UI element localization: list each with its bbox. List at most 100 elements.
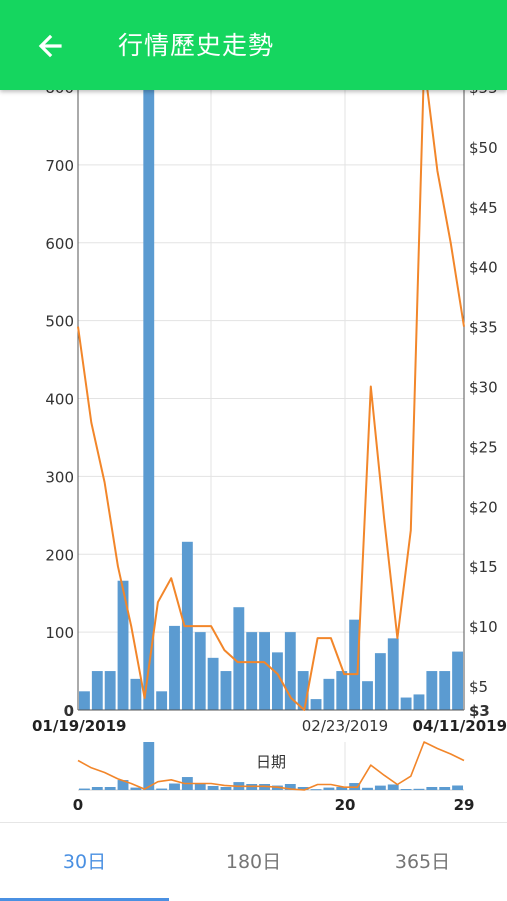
volume-bar	[91, 671, 103, 710]
right-tick-label: $20	[469, 498, 498, 516]
tab-365-days[interactable]: 365日	[394, 851, 451, 873]
volume-bar	[259, 632, 270, 710]
overview-bar	[104, 787, 116, 790]
overview-bar	[400, 789, 412, 791]
volume-bar	[220, 671, 232, 710]
volume-bar	[452, 651, 463, 710]
left-tick-label: 300	[45, 468, 74, 486]
left-tick-label: 200	[45, 546, 74, 564]
volume-bar	[207, 657, 219, 710]
volume-bar	[349, 619, 361, 710]
left-axis-ticks: 0100200300400500600700800	[45, 79, 74, 720]
overview-bar	[143, 742, 155, 790]
volume-bar	[194, 632, 206, 710]
x-label-start: 01/19/2019	[32, 717, 126, 735]
volume-bar	[284, 632, 296, 710]
overview-bar	[91, 787, 103, 790]
back-button[interactable]	[30, 26, 70, 66]
left-tick-label: 100	[45, 624, 74, 642]
overview-bar	[194, 784, 206, 790]
overview-line	[77, 741, 465, 791]
volume-bar	[169, 625, 180, 710]
right-tick-label: $5	[469, 678, 488, 696]
overview-x-tick: 29	[454, 796, 475, 814]
price-line	[77, 62, 465, 711]
volume-bar	[323, 678, 335, 710]
volume-bar	[362, 681, 373, 710]
tab-30-days[interactable]: 30日	[62, 851, 107, 873]
x-label-middle: 02/23/2019	[302, 717, 388, 735]
overview-bar	[413, 788, 425, 790]
left-tick-label: 0	[64, 702, 74, 720]
overview-axis-label: 日期	[256, 753, 286, 771]
overview-bar	[426, 787, 438, 790]
volume-bar	[413, 694, 425, 710]
left-tick-label: 700	[45, 157, 74, 175]
volume-bar	[426, 671, 438, 710]
right-tick-label: $50	[469, 139, 498, 157]
price-line-path	[77, 62, 465, 711]
volume-bar	[156, 691, 168, 710]
price-volume-chart: 0100200300400500600700800 $3$5$10$15$20$…	[32, 62, 507, 735]
overview-bar	[284, 784, 296, 790]
overview-bar	[297, 787, 309, 790]
overview-bar	[336, 787, 348, 790]
right-tick-label: $45	[469, 199, 498, 217]
right-tick-label: $10	[469, 618, 498, 636]
right-axis-ticks: $3$5$10$15$20$25$30$35$40$45$50$55	[469, 79, 498, 720]
x-axis-labels: 01/19/2019 02/23/2019 04/11/2019	[32, 717, 507, 735]
right-tick-label: $35	[469, 319, 498, 337]
overview-bar	[79, 788, 90, 790]
range-overview-chart[interactable]: 日期 0 20 29	[0, 736, 507, 822]
volume-bar	[297, 671, 309, 710]
right-tick-label: $3	[469, 702, 490, 720]
overview-bar	[439, 787, 451, 790]
overview-x-tick: 20	[335, 796, 356, 814]
overview-bar	[362, 787, 373, 790]
volume-bar	[336, 671, 348, 710]
volume-bar	[117, 580, 129, 710]
left-tick-label: 600	[45, 235, 74, 253]
overview-bar	[374, 785, 386, 790]
x-label-end: 04/11/2019	[413, 717, 507, 735]
overview-x-ticks: 0 20 29	[73, 796, 475, 814]
right-tick-label: $40	[469, 259, 498, 277]
volume-bar	[310, 699, 322, 710]
right-tick-label: $30	[469, 379, 498, 397]
overview-line-path	[77, 741, 465, 791]
chart-axes	[77, 87, 465, 711]
arrow-left-icon	[38, 34, 62, 58]
volume-bar	[233, 607, 245, 710]
app-bar: 行情歷史走勢	[0, 0, 507, 90]
volume-bar	[143, 87, 155, 710]
overview-bar	[310, 789, 322, 791]
volume-bar	[400, 697, 412, 710]
overview-bar	[207, 785, 219, 790]
right-tick-label: $25	[469, 438, 498, 456]
left-tick-label: 500	[45, 313, 74, 331]
overview-bar	[452, 785, 463, 790]
overview-bar	[220, 787, 232, 790]
volume-bar	[272, 652, 283, 710]
overview-bar	[387, 784, 399, 790]
volume-bar	[130, 678, 142, 710]
chart-grid	[78, 86, 464, 711]
overview-bar	[117, 780, 129, 790]
range-tab-bar: 30日 180日 365日	[0, 822, 507, 901]
volume-bar	[374, 653, 386, 710]
volume-bar	[246, 632, 258, 710]
right-tick-label: $15	[469, 558, 498, 576]
overview-bar	[130, 787, 142, 790]
volume-bar	[439, 671, 451, 710]
volume-bar	[104, 671, 116, 710]
overview-bar	[156, 788, 168, 790]
tab-180-days[interactable]: 180日	[225, 851, 282, 873]
page-title: 行情歷史走勢	[118, 31, 275, 60]
volume-bar	[79, 691, 90, 710]
overview-grid	[78, 742, 464, 791]
volume-bar	[387, 638, 399, 710]
overview-bar	[169, 783, 180, 790]
overview-x-tick: 0	[73, 796, 83, 814]
overview-bar	[323, 787, 335, 790]
left-tick-label: 400	[45, 391, 74, 409]
